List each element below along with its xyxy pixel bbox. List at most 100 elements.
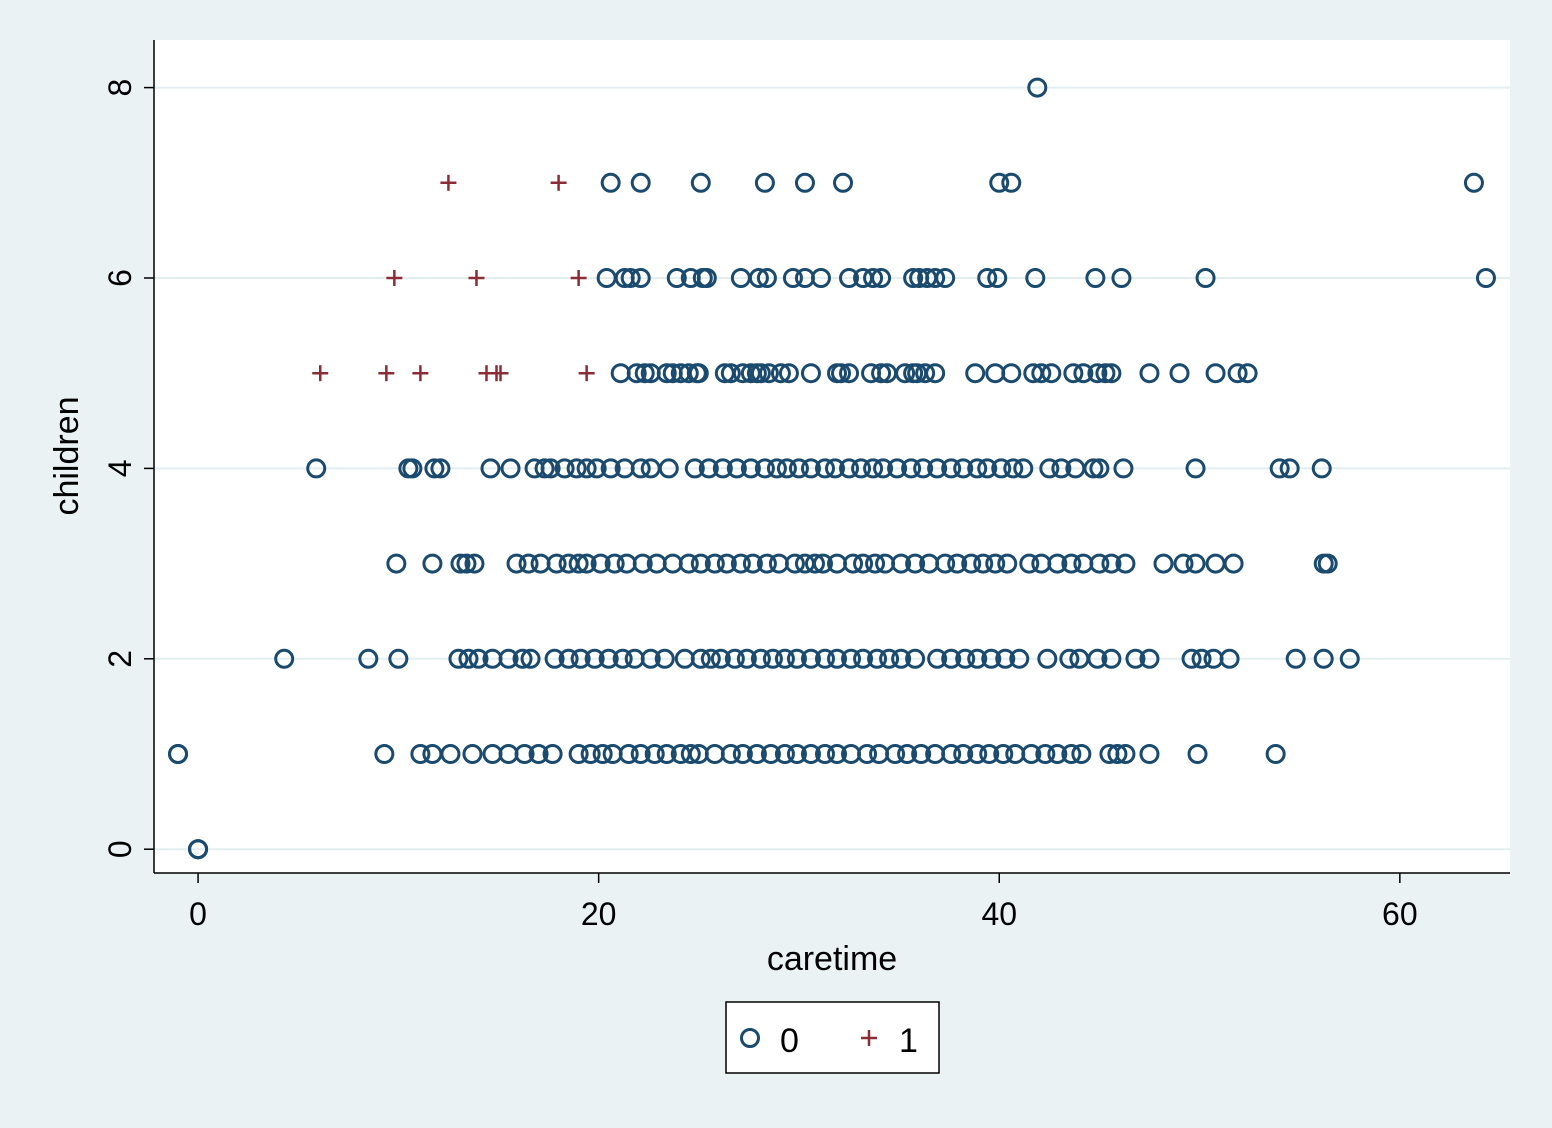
data-point-series-0 [604,553,625,574]
data-point-series-0 [955,648,976,669]
data-point-series-0 [1061,744,1082,764]
data-point-series-0 [905,553,926,574]
data-point-series-0 [1025,268,1046,288]
data-point-series-0 [570,648,591,669]
data-point-series-0 [1339,648,1360,669]
data-point-series-0 [1013,458,1034,479]
y-tick-label: 6 [102,269,138,287]
data-point-series-0 [618,744,639,764]
data-point-series-0 [853,553,874,574]
data-point-series-0 [879,648,900,669]
data-point-series-0 [654,648,675,669]
data-point-series-1 [578,365,595,382]
data-point-series-0 [867,648,888,669]
data-point-series-0 [756,553,777,574]
x-tick-label: 0 [189,896,207,932]
data-point-series-0 [961,553,982,574]
data-point-series-0 [1041,363,1062,384]
data-point-series-0 [730,553,751,574]
data-point-series-0 [997,553,1018,574]
data-point-series-0 [592,744,613,764]
data-point-series-0 [534,458,555,479]
data-point-series-0 [1187,744,1208,764]
x-axis-title: caretime [767,940,897,978]
x-tick-label: 20 [581,896,617,932]
data-point-series-0 [1191,648,1212,669]
data-point-series-0 [843,553,864,574]
data-point-series-0 [1139,744,1160,764]
data-point-series-0 [742,553,763,574]
data-point-series-0 [989,172,1010,193]
data-point-series-0 [1139,648,1160,669]
data-point-series-0 [188,839,209,860]
legend-plus-glyph [861,1030,877,1046]
data-point-series-0 [827,648,848,669]
plot-area [154,40,1510,873]
data-point-series-0 [887,458,908,479]
data-point-series-0 [1237,363,1258,384]
data-point-series-0 [833,172,854,193]
data-point-series-0 [800,744,821,764]
data-point-series-0 [885,744,906,764]
data-point-series-0 [1181,648,1202,669]
data-point-series-0 [1279,458,1300,479]
data-point-series-0 [1087,363,1108,384]
data-point-series-0 [540,458,561,479]
data-point-series-0 [993,744,1014,764]
data-point-series-0 [168,744,189,764]
data-point-series-0 [1313,648,1334,669]
data-point-series-0 [941,458,962,479]
data-point-series-0 [935,553,956,574]
data-point-series-0 [897,744,918,764]
data-point-series-0 [977,458,998,479]
data-point-series-0 [736,648,757,669]
data-point-series-0 [1125,648,1146,669]
data-point-series-0 [778,363,799,384]
data-point-series-0 [965,363,986,384]
data-point-series-0 [600,172,621,193]
data-point-series-0 [1089,458,1110,479]
data-point-series-0 [678,363,699,384]
data-point-series-0 [941,744,962,764]
data-point-series-0 [450,553,471,574]
data-point-series-0 [630,458,651,479]
data-point-series-0 [895,363,916,384]
legend-label-0: 0 [780,1022,799,1060]
y-axis-title: children [48,396,86,515]
data-point-series-0 [831,363,852,384]
data-point-series-0 [712,458,733,479]
data-point-series-0 [430,458,451,479]
data-point-series-0 [1101,553,1122,574]
data-point-series-1 [386,270,403,286]
data-point-series-0 [698,458,719,479]
data-point-series-0 [814,744,835,764]
data-point-series-0 [520,648,541,669]
y-tick-label: 0 [102,840,138,858]
data-point-series-0 [500,458,521,479]
data-point-series-0 [710,648,731,669]
data-point-series-0 [953,458,974,479]
data-point-series-0 [1265,744,1286,764]
data-point-series-0 [566,458,587,479]
data-point-series-0 [841,648,862,669]
data-point-series-0 [558,648,579,669]
data-point-series-0 [544,648,565,669]
data-point-series-0 [750,648,771,669]
data-point-series-0 [1047,744,1068,764]
data-point-series-0 [812,553,833,574]
data-point-series-0 [853,648,874,669]
data-point-series-0 [630,172,651,193]
data-point-series-0 [857,744,878,764]
data-point-series-0 [800,363,821,384]
data-point-series-0 [925,268,946,288]
data-point-series-0 [774,744,795,764]
data-point-series-0 [1037,648,1058,669]
data-point-series-0 [498,648,519,669]
y-tick-label: 4 [102,460,138,478]
data-point-series-0 [680,744,701,764]
data-point-series-0 [1269,458,1290,479]
data-point-series-0 [696,268,717,288]
data-point-series-0 [1089,553,1110,574]
legend-label-1: 1 [899,1022,918,1060]
data-point-series-0 [440,744,461,764]
